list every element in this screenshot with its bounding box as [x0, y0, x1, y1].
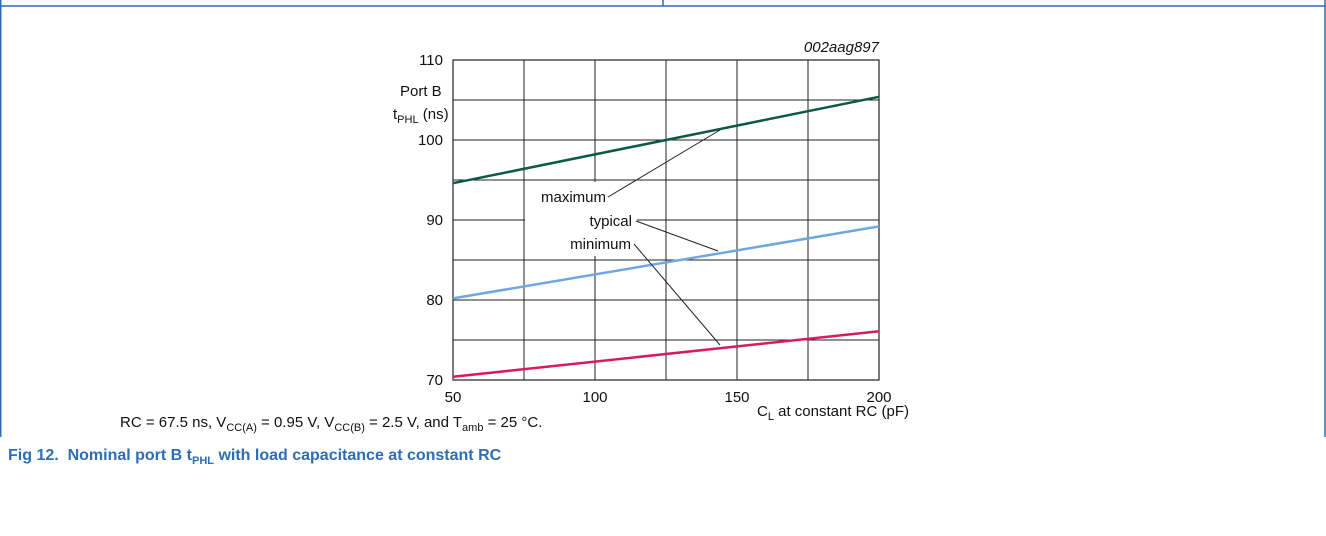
text-run: Fig 12. Nominal port B t [8, 447, 193, 464]
leader-line [607, 129, 721, 198]
text-run: at constant RC (pF) [774, 403, 909, 420]
leader-line [633, 243, 721, 346]
text-run: CC(B) [334, 422, 365, 434]
y-axis-label: tPHL (ns) [393, 106, 449, 126]
series-line [452, 225, 880, 300]
text-run: = 2.5 V, and T [364, 414, 463, 431]
series-label: maximum [541, 189, 606, 206]
text-run: amb [462, 422, 484, 434]
y-tick-label: 100 [418, 132, 443, 149]
text-run: with load capacitance at constant RC [214, 447, 502, 464]
y-tick-label: 70 [426, 372, 443, 389]
text-run: PHL [397, 114, 418, 126]
text-run: t [393, 106, 398, 123]
y-tick-label: 110 [419, 52, 443, 69]
text-run: Port B [400, 83, 442, 100]
text-run: (ns) [419, 106, 449, 123]
note: RC = 67.5 ns, VCC(A) = 0.95 V, VCC(B) = … [120, 414, 542, 434]
x-tick-label: 100 [582, 389, 607, 406]
text-run: C [757, 403, 768, 420]
text-run: RC = 67.5 ns, V [120, 414, 227, 431]
text-run: CC(A) [226, 422, 257, 434]
leader-line [635, 220, 719, 252]
text-run: = 0.95 V, V [256, 414, 335, 431]
x-tick-label: 50 [445, 389, 462, 406]
text-run: L [768, 411, 774, 423]
series-line [452, 95, 880, 185]
x-tick-label: 200 [866, 389, 891, 406]
y-tick-label: 80 [426, 292, 443, 309]
x-tick-label: 150 [724, 389, 749, 406]
series-label: minimum [570, 236, 631, 253]
text-run: PHL [192, 455, 215, 468]
y-axis-label: Port B [400, 83, 442, 100]
series-label: typical [589, 213, 632, 230]
series-line [452, 329, 880, 379]
caption: Fig 12. Nominal port B tPHL with load ca… [8, 447, 501, 467]
label-backdrop [525, 182, 637, 256]
text-run: = 25 °C. [483, 414, 543, 431]
plot-frame [452, 59, 880, 381]
x-axis-label: CL at constant RC (pF) [757, 403, 909, 423]
figure-code: 002aag897 [804, 39, 880, 56]
y-tick-label: 90 [426, 212, 443, 229]
